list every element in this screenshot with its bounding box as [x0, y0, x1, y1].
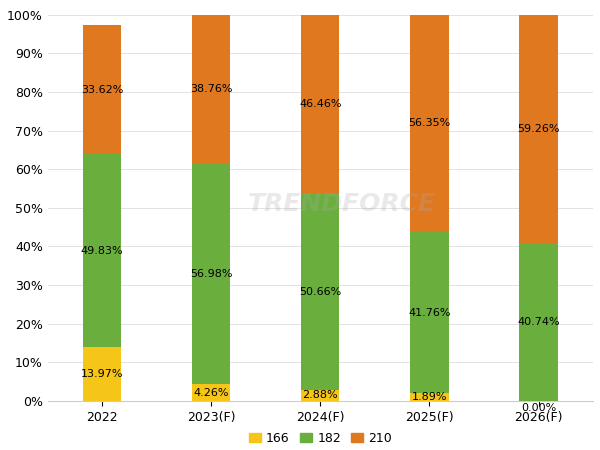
Legend: 166, 182, 210: 166, 182, 210 [244, 427, 397, 450]
Bar [410, 393, 449, 401]
Text: 0.00%: 0.00% [521, 403, 556, 413]
Text: 49.83%: 49.83% [81, 246, 124, 256]
Bar [83, 154, 121, 347]
Bar [410, 232, 449, 393]
Bar [192, 384, 230, 401]
Bar [301, 194, 340, 390]
Bar [301, 15, 340, 194]
Bar [410, 15, 449, 232]
Bar [83, 25, 121, 154]
Text: 40.74%: 40.74% [517, 317, 560, 327]
Text: 56.98%: 56.98% [190, 270, 233, 279]
Text: 38.76%: 38.76% [190, 85, 233, 94]
Text: 59.26%: 59.26% [517, 124, 560, 134]
Text: 13.97%: 13.97% [81, 369, 124, 379]
Bar [301, 390, 340, 401]
Text: 56.35%: 56.35% [409, 118, 451, 128]
Text: 33.62%: 33.62% [81, 85, 124, 94]
Bar [192, 164, 230, 384]
Bar [520, 15, 557, 243]
Text: 46.46%: 46.46% [299, 99, 341, 109]
Text: 41.76%: 41.76% [408, 308, 451, 318]
Bar [520, 243, 557, 401]
Text: 50.66%: 50.66% [299, 287, 341, 297]
Text: 2.88%: 2.88% [302, 390, 338, 400]
Text: 4.26%: 4.26% [194, 387, 229, 397]
Bar [83, 347, 121, 401]
Text: 1.89%: 1.89% [412, 392, 447, 402]
Bar [192, 15, 230, 164]
Text: TRENDFORCE: TRENDFORCE [248, 192, 436, 216]
